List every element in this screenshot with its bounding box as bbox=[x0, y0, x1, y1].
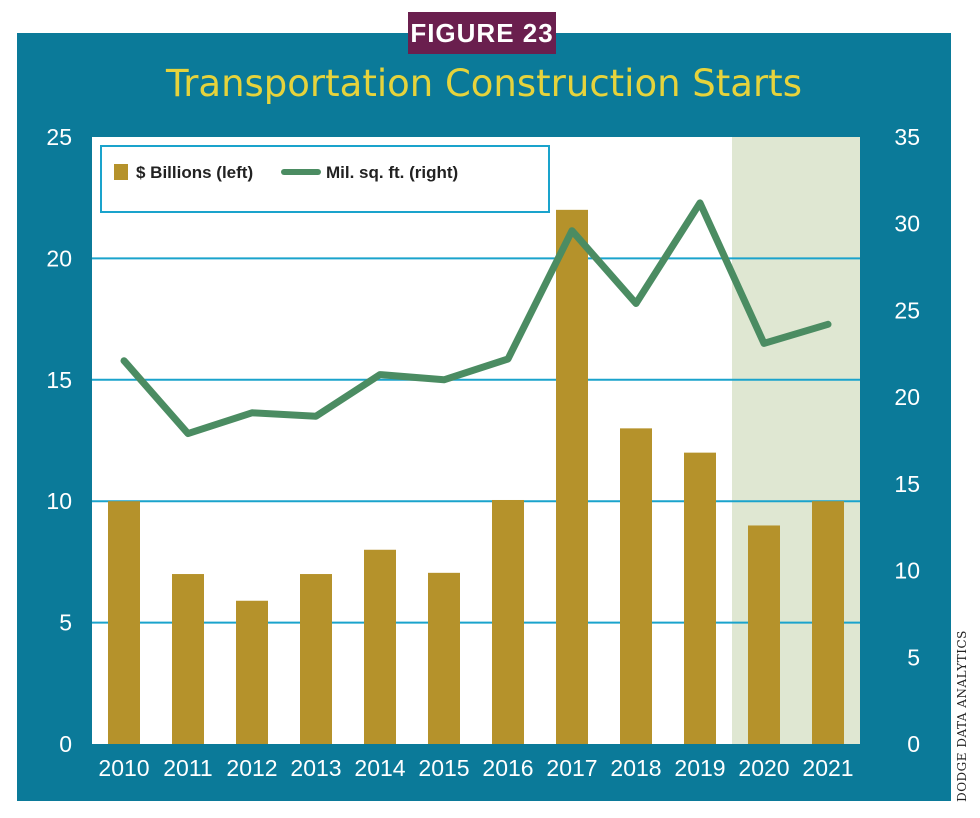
x-tick-label: 2012 bbox=[226, 755, 277, 781]
bar-2010 bbox=[108, 501, 140, 744]
bar-2013 bbox=[300, 574, 332, 744]
y-right-tick-label: 0 bbox=[907, 731, 920, 757]
legend: $ Billions (left) Mil. sq. ft. (right) bbox=[100, 145, 550, 213]
chart-title: Transportation Construction Starts bbox=[166, 62, 802, 105]
legend-label-sq-ft: Mil. sq. ft. (right) bbox=[326, 163, 458, 182]
bar-2012 bbox=[236, 600, 268, 744]
y-left-tick-label: 15 bbox=[46, 367, 72, 393]
y-right-tick-label: 25 bbox=[894, 297, 920, 323]
source-credit-text: DODGE DATA ANALYTICS bbox=[955, 630, 969, 802]
bar-2021 bbox=[812, 501, 844, 744]
x-tick-label: 2019 bbox=[674, 755, 725, 781]
y-right-tick-label: 20 bbox=[894, 384, 920, 410]
bar-2017 bbox=[556, 209, 588, 745]
y-right-tick-label: 30 bbox=[894, 211, 920, 237]
bar-2019 bbox=[684, 452, 716, 744]
bar-2011 bbox=[172, 574, 204, 744]
x-tick-label: 2018 bbox=[610, 755, 661, 781]
y-left-tick-label: 20 bbox=[46, 245, 72, 271]
y-right-tick-label: 15 bbox=[894, 471, 920, 497]
y-left-tick-label: 10 bbox=[46, 488, 72, 514]
y-right-tick-label: 35 bbox=[894, 124, 920, 150]
x-tick-label: 2015 bbox=[418, 755, 469, 781]
x-tick-label: 2014 bbox=[354, 755, 405, 781]
bar-2014 bbox=[364, 549, 396, 744]
x-tick-label: 2017 bbox=[546, 755, 597, 781]
legend-swatch-bar bbox=[114, 164, 128, 180]
x-tick-label: 2020 bbox=[738, 755, 789, 781]
bar-2016 bbox=[492, 499, 524, 744]
source-credit: DODGE DATA ANALYTICS bbox=[952, 628, 972, 804]
legend-box bbox=[100, 145, 550, 213]
figure-label: FIGURE 23 bbox=[408, 12, 556, 54]
bar-2020 bbox=[748, 525, 780, 744]
x-tick-label: 2010 bbox=[98, 755, 149, 781]
bar-2015 bbox=[428, 572, 460, 744]
y-left-tick-label: 25 bbox=[46, 124, 72, 150]
x-tick-label: 2021 bbox=[802, 755, 853, 781]
x-tick-label: 2013 bbox=[290, 755, 341, 781]
x-tick-label: 2011 bbox=[163, 755, 212, 781]
y-right-tick-label: 5 bbox=[907, 644, 920, 670]
legend-label-billions: $ Billions (left) bbox=[136, 163, 253, 182]
y-left-tick-label: 0 bbox=[59, 731, 72, 757]
y-right-tick-label: 10 bbox=[894, 558, 920, 584]
x-tick-label: 2016 bbox=[482, 755, 533, 781]
bar-2018 bbox=[620, 428, 652, 744]
series-line-mil-sq-ft bbox=[120, 199, 832, 438]
y-left-tick-label: 5 bbox=[59, 610, 72, 636]
